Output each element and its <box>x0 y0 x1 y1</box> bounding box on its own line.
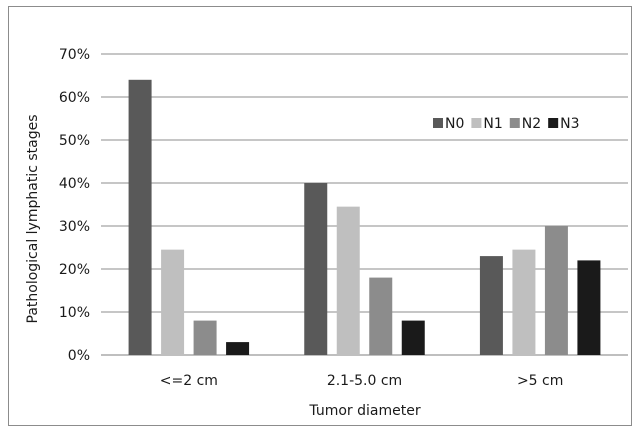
y-tick-label: 10% <box>59 305 90 321</box>
bar-n0 <box>479 256 503 355</box>
bars <box>128 79 601 356</box>
y-tick-label: 50% <box>59 133 90 149</box>
x-axis-tick-labels: <=2 cm 2.1-5.0 cm >5 cm <box>160 373 564 389</box>
legend-label-n2: N2 <box>522 116 541 132</box>
x-tick-label: <=2 cm <box>160 373 218 389</box>
bar-n3 <box>401 320 425 355</box>
legend-label-n3: N3 <box>560 116 579 132</box>
y-axis-tick-labels: 0% 10% 20% 30% 40% 50% 60% 70% <box>59 47 90 364</box>
y-tick-label: 70% <box>59 47 90 63</box>
bar-n0 <box>128 79 152 356</box>
y-tick-label: 0% <box>68 348 90 364</box>
bar-n3 <box>226 342 250 355</box>
gridlines <box>101 53 628 356</box>
legend-swatch-n2 <box>509 118 520 128</box>
y-tick-label: 40% <box>59 176 90 192</box>
legend-swatch-n3 <box>548 118 559 128</box>
bar-n3 <box>577 260 601 355</box>
y-tick-label: 30% <box>59 219 90 235</box>
bar-n1 <box>336 206 360 355</box>
bar-n2 <box>544 226 568 355</box>
bar-n0 <box>304 183 328 355</box>
legend-label-n1: N1 <box>483 116 502 132</box>
legend-swatch-n0 <box>433 118 443 128</box>
legend-swatch-n1 <box>471 118 482 128</box>
bar-n1 <box>512 249 536 355</box>
x-tick-label: 2.1-5.0 cm <box>327 373 402 389</box>
legend-label-n0: N0 <box>445 116 464 132</box>
y-axis-title: Pathological lymphatic stages <box>25 114 41 323</box>
y-tick-label: 60% <box>59 90 90 106</box>
bar-n2 <box>193 320 217 355</box>
y-tick-label: 20% <box>59 262 90 278</box>
bar-n2 <box>369 277 393 355</box>
x-tick-label: >5 cm <box>517 373 563 389</box>
legend: N0 N1 N2 N3 <box>433 116 580 132</box>
bar-n1 <box>161 249 185 355</box>
x-axis-title: Tumor diameter <box>308 403 420 419</box>
